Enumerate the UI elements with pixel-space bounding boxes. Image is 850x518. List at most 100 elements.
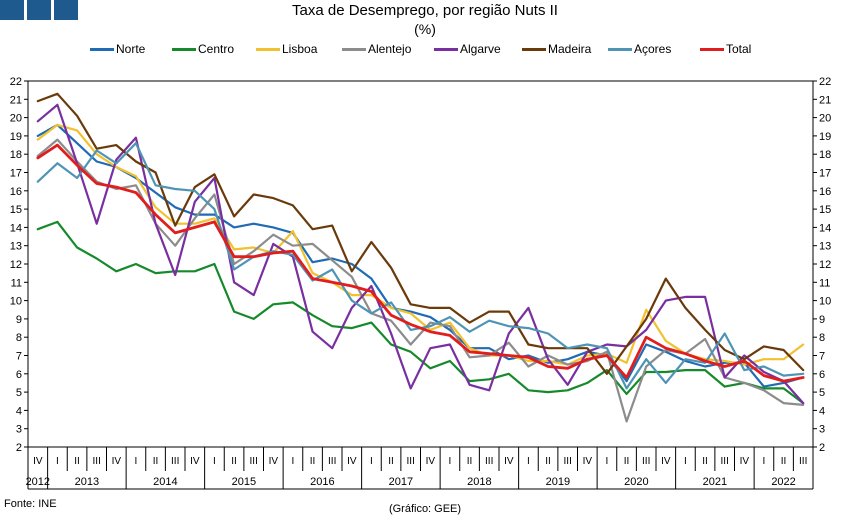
x-quarter-label: IV — [661, 456, 671, 467]
x-year-label: 2015 — [232, 476, 256, 488]
y-tick-label-left: 16 — [10, 186, 22, 198]
x-quarter-label: III — [721, 456, 729, 467]
y-tick-label-right: 3 — [819, 424, 825, 436]
brand-logo — [0, 0, 78, 20]
series-line-algarve — [36, 103, 805, 405]
x-quarter-label: III — [564, 456, 572, 467]
x-year-label: 2017 — [389, 476, 413, 488]
y-tick-label-left: 17 — [10, 168, 22, 180]
x-quarter-label: I — [449, 456, 452, 467]
y-tick-label-left: 14 — [10, 222, 22, 234]
x-quarter-label: II — [467, 456, 473, 467]
y-tick-label-left: 2 — [16, 442, 22, 454]
legend-swatch — [342, 48, 366, 51]
x-quarter-label: IV — [347, 456, 357, 467]
y-tick-label-left: 7 — [16, 351, 22, 363]
x-year-label: 2022 — [771, 476, 795, 488]
plot-area — [27, 80, 814, 448]
x-quarter-label: IV — [583, 456, 593, 467]
x-quarter-label: I — [527, 456, 530, 467]
x-quarter-label: III — [642, 456, 650, 467]
y-tick-label-right: 20 — [819, 113, 831, 125]
legend-label: Norte — [116, 42, 146, 56]
y-tick-label-right: 15 — [819, 204, 831, 216]
x-quarter-label: III — [171, 456, 179, 467]
legend-swatch — [256, 48, 280, 51]
x-quarter-label: II — [781, 456, 787, 467]
y-tick-label-left: 20 — [10, 113, 22, 125]
x-quarter-label: II — [74, 456, 80, 467]
legend-swatch — [608, 48, 632, 51]
x-quarter-label: III — [250, 456, 258, 467]
series-line-madeira — [36, 92, 805, 375]
x-year-label: 2018 — [467, 476, 491, 488]
x-year-label: 2014 — [153, 476, 177, 488]
x-year-label: 2020 — [624, 476, 648, 488]
x-quarter-label: I — [292, 456, 295, 467]
x-quarter-label: II — [624, 456, 630, 467]
x-quarter-label: I — [684, 456, 687, 467]
y-tick-label-left: 11 — [11, 277, 22, 289]
y-tick-label-right: 5 — [819, 387, 825, 399]
x-quarter-label: II — [153, 456, 159, 467]
x-quarter-label: II — [388, 456, 394, 467]
y-tick-label-right: 4 — [819, 405, 825, 417]
legend-label: Madeira — [548, 42, 592, 56]
x-quarter-label: III — [799, 456, 807, 467]
x-year-label: 2019 — [546, 476, 570, 488]
y-tick-label-right: 12 — [819, 259, 831, 271]
y-tick-label-right: 11 — [819, 277, 830, 289]
legend-swatch — [522, 48, 546, 51]
y-tick-label-left: 21 — [10, 94, 22, 106]
logo-square — [54, 0, 78, 20]
y-tick-label-right: 9 — [819, 314, 825, 326]
y-tick-label-left: 6 — [16, 369, 22, 381]
logo-square — [27, 0, 51, 20]
y-tick-label-left: 15 — [10, 204, 22, 216]
y-tick-label-right: 16 — [819, 186, 831, 198]
legend-swatch — [700, 48, 724, 51]
x-quarter-label: II — [545, 456, 551, 467]
series-line-norte — [36, 123, 805, 388]
x-quarter-label: IV — [740, 456, 750, 467]
x-quarter-label: III — [485, 456, 493, 467]
x-quarter-label: II — [702, 456, 708, 467]
legend-swatch — [172, 48, 196, 51]
y-tick-label-right: 10 — [819, 296, 831, 308]
legend-swatch — [90, 48, 114, 51]
y-tick-label-right: 22 — [819, 76, 831, 88]
y-tick-label-right: 17 — [819, 168, 831, 180]
legend-label: Alentejo — [368, 42, 412, 56]
legend-label: Açores — [634, 42, 672, 56]
x-quarter-label: IV — [190, 456, 200, 467]
legend-label: Lisboa — [282, 42, 318, 56]
y-tick-label-left: 18 — [10, 149, 22, 161]
chart-credit: (Gráfico: GEE) — [388, 503, 462, 515]
y-tick-label-left: 4 — [16, 405, 22, 417]
chart-title: Taxa de Desemprego, por região Nuts II — [292, 2, 558, 19]
x-quarter-label: I — [135, 456, 138, 467]
x-quarter-label: I — [370, 456, 373, 467]
x-quarter-label: I — [56, 456, 59, 467]
y-tick-label-right: 13 — [819, 241, 831, 253]
y-tick-label-right: 14 — [819, 222, 831, 234]
y-tick-label-left: 19 — [10, 131, 22, 143]
x-quarter-label: II — [310, 456, 316, 467]
series-line-alentejo — [36, 138, 805, 423]
legend-label: Centro — [198, 42, 235, 56]
y-tick-label-left: 3 — [16, 424, 22, 436]
x-quarter-label: III — [328, 456, 336, 467]
source-note: Fonte: INE — [4, 498, 57, 510]
x-year-label: 2021 — [703, 476, 727, 488]
x-year-label: 2013 — [75, 476, 99, 488]
x-quarter-label: II — [231, 456, 237, 467]
legend-label: Total — [726, 42, 752, 56]
y-tick-label-right: 7 — [819, 351, 825, 363]
x-quarter-label: IV — [112, 456, 122, 467]
y-tick-label-right: 2 — [819, 442, 825, 454]
y-tick-label-right: 18 — [819, 149, 831, 161]
x-quarter-label: III — [93, 456, 101, 467]
series-line-lisboa — [36, 123, 805, 366]
x-quarter-label: III — [407, 456, 415, 467]
